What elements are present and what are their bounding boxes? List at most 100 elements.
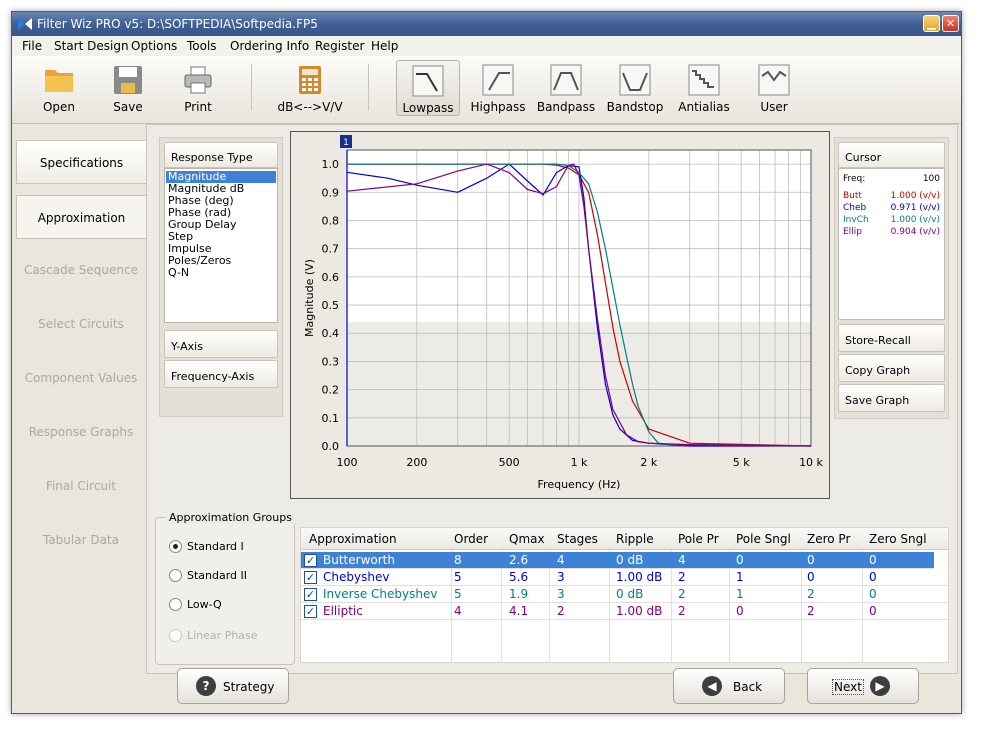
minimize-button[interactable]: ▁ [923, 15, 940, 32]
close-button[interactable]: ✕ [942, 15, 959, 32]
nav-final-circuit[interactable]: Final Circuit [45, 479, 117, 493]
user-filter-button[interactable]: User [742, 60, 806, 116]
row-checkbox[interactable]: ✓ [304, 554, 317, 567]
response-type-item[interactable]: Group Delay [168, 218, 237, 231]
y-tick-label: 0.4 [322, 327, 340, 340]
next-label: Next [832, 679, 864, 695]
table-cell: 0 dB [616, 553, 644, 567]
nav-component-values[interactable]: Component Values [24, 371, 138, 385]
strategy-label: Strategy [223, 680, 275, 694]
row-checkbox[interactable]: ✓ [304, 605, 317, 618]
nav-response-graphs[interactable]: Response Graphs [28, 425, 134, 439]
back-label: Back [733, 680, 763, 694]
graph-number-text: 1 [343, 138, 349, 148]
response-type-item[interactable]: Magnitude dB [168, 182, 245, 195]
series-line-ellip [346, 163, 812, 447]
cursor-series-value: 0.971 (v/v) [890, 203, 940, 213]
response-type-item[interactable]: Magnitude [166, 171, 276, 183]
save-button[interactable]: Save [96, 60, 160, 116]
db-vv-toggle-button[interactable]: dB<-->V/V [277, 60, 343, 116]
open-label: Open [42, 100, 76, 114]
response-graph[interactable]: 0.0 0.1 0.2 0.3 0.4 0.5 0.6 0.7 0.8 0.9 1.0 100 200 5… [290, 131, 830, 499]
y-axis-button[interactable]: Y-Axis [164, 330, 278, 358]
column-header[interactable]: Zero Sngl [869, 532, 927, 546]
table-row[interactable]: ✓ Chebyshev 5 5.6 3 1.00 dB 2 1 0 0 [301, 569, 948, 586]
menu-file[interactable]: File [22, 39, 43, 53]
lowpass-button[interactable]: Lowpass [396, 60, 460, 116]
series-line-invch [347, 163, 812, 447]
store-recall-button[interactable]: Store-Recall [838, 324, 945, 352]
table-row[interactable]: ✓ Elliptic 4 4.1 2 1.00 dB 2 0 2 0 [301, 603, 948, 620]
response-type-item[interactable]: Phase (rad) [168, 206, 232, 219]
nav-select-circuits[interactable]: Select Circuits [38, 317, 124, 331]
frequency-axis-button[interactable]: Frequency-Axis [164, 360, 278, 388]
column-header[interactable]: Zero Pr [807, 532, 851, 546]
table-cell: 0 [736, 553, 744, 567]
nav-tabular-data[interactable]: Tabular Data [42, 533, 119, 547]
response-type-list[interactable]: Magnitude Magnitude dB Phase (deg) Phase (r… [164, 168, 278, 323]
antialias-button[interactable]: Antialias [672, 60, 736, 116]
response-type-item[interactable]: Poles/Zeros [168, 254, 232, 267]
column-divider [729, 550, 730, 662]
cursor-header[interactable]: Cursor [838, 142, 945, 168]
arrow-left-icon: ◀ [702, 676, 722, 696]
table-cell: Chebyshev [323, 570, 390, 584]
cursor-series-value: 1.000 (v/v) [890, 191, 940, 201]
response-type-item[interactable]: Phase (deg) [168, 194, 234, 207]
response-type-header[interactable]: Response Type [164, 142, 278, 168]
open-button[interactable]: Open [27, 60, 91, 116]
calculator-icon [299, 66, 321, 94]
print-button[interactable]: Print [166, 60, 230, 116]
menu-options[interactable]: Options [131, 39, 178, 53]
copy-graph-button[interactable]: Copy Graph [838, 354, 945, 382]
table-cell: 5 [454, 587, 462, 601]
back-button[interactable]: ◀ Back [673, 668, 785, 704]
bandstop-button[interactable]: Bandstop [603, 60, 667, 116]
nav-specifications[interactable]: Specifications [16, 140, 146, 184]
column-header[interactable]: Qmax [509, 532, 545, 546]
menu-start-design[interactable]: Start Design [54, 39, 129, 53]
table-cell: Inverse Chebyshev [323, 587, 438, 601]
table-cell: 2 [557, 604, 565, 618]
cursor-freq-label: Freq: [843, 174, 866, 184]
menu-tools[interactable]: Tools [187, 39, 217, 53]
cursor-series-name: InvCh [843, 215, 869, 225]
minimize-icon: ▁ [927, 17, 936, 30]
row-checkbox[interactable]: ✓ [304, 571, 317, 584]
menu-register[interactable]: Register [315, 39, 365, 53]
column-header[interactable]: Order [454, 532, 489, 546]
cursor-series-name: Butt [843, 191, 862, 201]
bandpass-button[interactable]: Bandpass [534, 60, 598, 116]
column-header[interactable]: Ripple [616, 532, 654, 546]
column-divider [862, 550, 863, 662]
folder-icon [45, 70, 73, 92]
response-panel: Response Type Magnitude Magnitude dB Phase… [159, 137, 283, 417]
y-tick-label: 0.5 [322, 299, 340, 312]
save-graph-button[interactable]: Save Graph [838, 384, 945, 412]
table-cell: 4 [557, 553, 565, 567]
menu-ordering-info[interactable]: Ordering Info [230, 39, 310, 53]
response-type-item[interactable]: Impulse [168, 242, 212, 255]
column-header[interactable]: Pole Pr [678, 532, 719, 546]
response-type-item[interactable]: Q-N [168, 266, 190, 279]
menu-help[interactable]: Help [371, 39, 399, 53]
column-header[interactable]: Approximation [309, 532, 397, 546]
table-row[interactable]: ✓ Inverse Chebyshev 5 1.9 3 0 dB 2 1 2 0 [301, 586, 948, 603]
toolbar-separator [368, 64, 369, 110]
table-cell: 0 [869, 553, 877, 567]
next-button[interactable]: Next ▶ [807, 668, 919, 704]
table-row[interactable]: ✓ Butterworth 8 2.6 4 0 dB 4 0 0 0 [301, 552, 934, 569]
strategy-button[interactable]: ? Strategy [177, 668, 289, 704]
db-vv-label: dB<-->V/V [277, 100, 343, 114]
table-cell: 1.9 [509, 587, 529, 601]
x-tick-label: 100 [337, 456, 358, 469]
response-type-item[interactable]: Step [168, 230, 194, 243]
x-tick-label: 500 [499, 456, 520, 469]
question-icon: ? [196, 676, 216, 696]
column-header[interactable]: Pole Sngl [736, 532, 791, 546]
nav-approximation[interactable]: Approximation [16, 195, 146, 239]
row-checkbox[interactable]: ✓ [304, 588, 317, 601]
highpass-button[interactable]: Highpass [466, 60, 530, 116]
nav-cascade-sequence[interactable]: Cascade Sequence [24, 263, 138, 277]
column-header[interactable]: Stages [557, 532, 598, 546]
